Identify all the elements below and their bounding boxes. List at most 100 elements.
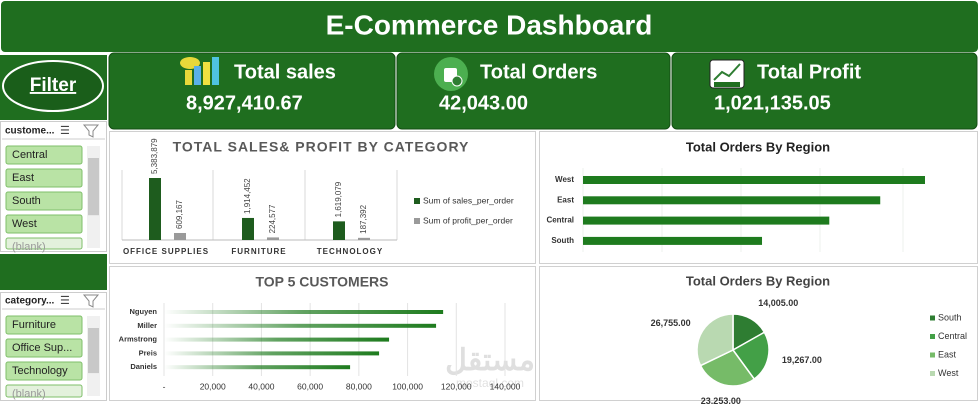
slicer-item-label[interactable]: Central [12,149,47,161]
slicer-item-label[interactable]: South [12,195,41,207]
slicer-item[interactable] [5,191,83,211]
kpi-card [108,52,396,130]
bar [242,217,254,240]
slicer-title: category... [5,296,54,307]
sales-icon [180,57,219,85]
slicer-item-label[interactable]: Office Sup... [12,342,72,354]
x-tick-label: 140,000 [490,381,521,391]
watermark-url: mostaql.com [456,376,524,390]
bar [164,310,444,314]
scroll-thumb[interactable] [88,158,99,216]
y-tick-label: Nguyen [129,307,157,316]
slicer-item[interactable] [5,214,83,234]
slicer-item-label[interactable]: Technology [12,365,68,377]
filter-button[interactable] [2,60,104,112]
bar [333,221,345,240]
legend-label: Sum of sales_per_order [423,195,514,205]
y-tick-label: Armstrong [119,335,158,344]
data-label: 1,619,079 [334,181,343,217]
kpi-label: Total sales [234,61,336,83]
x-tick-label: - [163,381,166,391]
legend-label: South [938,312,962,322]
slicer-item[interactable] [5,384,83,398]
x-tick-label: 40,000 [248,381,274,391]
legend-swatch [930,371,935,376]
slicer-item[interactable] [5,338,83,358]
y-tick-label: East [557,195,574,204]
slicer-item-label[interactable]: (blank) [12,241,46,253]
chart-title: Total Orders By Region [686,139,830,154]
profit-icon [709,59,745,89]
clear-filter-icon[interactable] [82,124,100,138]
y-tick-label: Miller [137,321,157,330]
bar [583,176,925,184]
bar [164,337,390,342]
bar [583,216,830,225]
legend-swatch [414,198,420,204]
data-label: 5,383,879 [150,138,159,174]
legend-swatch [930,352,935,358]
data-label: 26,755.00 [651,318,691,328]
slicer-title: custome... [5,126,55,137]
x-tick-label: 80,000 [346,381,372,391]
slicer-item[interactable] [5,315,83,335]
y-tick-label: Central [546,216,574,225]
slicer-item-label[interactable]: East [12,172,34,184]
chart-title: TOTAL SALES& PROFIT BY CATEGORY [173,139,470,155]
filter-label[interactable]: Filter [30,75,77,96]
x-tick-label: 60,000 [297,381,323,391]
data-label: 187,392 [359,204,368,233]
chart-title: Total Orders By Region [686,273,830,288]
slicer-item[interactable] [5,145,83,165]
data-label: 14,005.00 [758,298,798,308]
y-tick-label: South [551,236,574,245]
y-tick-label: Daniels [130,362,157,371]
bar [164,323,437,328]
x-tick-label: OFFICE SUPPLIES [123,247,209,256]
bar [164,365,351,370]
x-tick-label: 120,000 [441,381,472,391]
slicer-item[interactable] [5,237,83,250]
multi-select-icon: ☰ [60,125,70,137]
bar [583,236,763,245]
kpi-card [671,52,978,130]
y-tick-label: Preis [139,348,157,357]
slicer-item-label[interactable]: West [12,218,37,230]
title-bar [1,1,978,52]
bar [358,237,370,240]
x-tick-label: 20,000 [200,381,226,391]
slicer-item-label[interactable]: (blank) [12,388,46,400]
kpi-label: Total Orders [480,61,597,83]
data-label: 19,267.00 [782,355,822,365]
orders-icon [434,57,468,91]
slicer-item[interactable] [5,361,83,381]
scroll-thumb[interactable] [88,328,99,374]
chart-title: TOP 5 CUSTOMERS [255,274,388,290]
bar [164,351,380,356]
y-tick-label: West [555,175,574,184]
spacer-band [0,254,107,290]
legend-swatch [414,218,420,224]
slicer-item[interactable] [5,168,83,188]
legend-swatch [930,315,935,321]
data-label: 609,167 [175,200,184,229]
kpi-value: 1,021,135.05 [714,92,831,114]
data-label: 224,577 [268,204,277,233]
clear-filter-icon[interactable] [82,294,100,308]
multi-select-icon: ☰ [60,295,70,307]
x-tick-label: 100,000 [392,381,423,391]
bar [174,232,186,240]
legend-label: Central [938,331,967,341]
watermark: مستقل [445,344,535,377]
kpi-label: Total Profit [757,61,861,83]
pie-slice [699,349,756,387]
kpi-value: 8,927,410.67 [186,92,303,114]
pie-slice [696,313,734,367]
chart-panel [109,266,536,401]
chart-panel [109,131,536,264]
slicer-item-label[interactable]: Furniture [12,319,56,331]
dashboard-title: E-Commerce Dashboard [326,9,653,40]
bar [267,237,279,240]
legend-label: West [938,368,959,378]
